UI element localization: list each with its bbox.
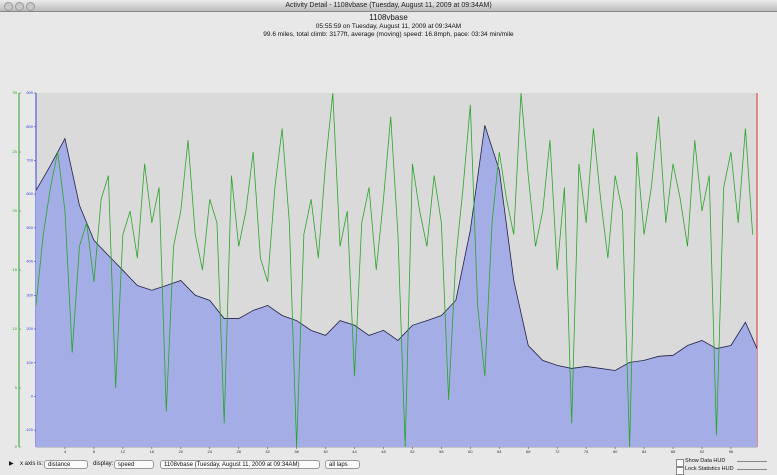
y-tick-label: 900 <box>26 90 33 95</box>
x-tick-label: 56 <box>439 449 444 454</box>
y-tick-label: 200 <box>26 326 33 331</box>
area <box>36 125 757 447</box>
x-tick-label: 24 <box>208 449 213 454</box>
x-tick-label: 36 <box>294 449 299 454</box>
x-tick-label: 60 <box>468 449 473 454</box>
x-tick-label: 80 <box>613 449 618 454</box>
y2-tick-label: 30 <box>13 90 18 95</box>
activity-select[interactable]: 1108vbase (Tuesday, August 11, 2009 at 0… <box>160 460 320 469</box>
activity-name: 1108vbase <box>369 13 408 22</box>
y-tick-label: 600 <box>26 191 33 196</box>
x-tick-label: 32 <box>265 449 270 454</box>
window-title: Activity Detail - 1108vbase (Tuesday, Au… <box>285 2 492 9</box>
x-tick-label: 84 <box>642 449 647 454</box>
play-icon[interactable]: ▶ <box>9 461 14 467</box>
y-tick-label: 500 <box>26 225 33 230</box>
x-tick-label: 76 <box>584 449 589 454</box>
y-tick-label: 700 <box>26 157 33 162</box>
lock-stats-hud-label: Lock Statistics HUD <box>685 466 734 472</box>
laps-select[interactable]: all laps <box>325 460 360 469</box>
title-bar: Activity Detail - 1108vbase (Tuesday, Au… <box>0 0 777 12</box>
close-button[interactable] <box>4 2 13 11</box>
show-data-hud-label: Show Data HUD <box>685 458 726 464</box>
show-data-hud-checkbox[interactable] <box>676 459 684 467</box>
x-tick-label: 88 <box>671 449 676 454</box>
y-tick-label: 800 <box>26 124 33 129</box>
y-tick-label: 100 <box>26 360 33 365</box>
x-tick-label: 4 <box>64 449 67 454</box>
zoom-slider[interactable] <box>737 461 767 462</box>
y-tick-label: -100 <box>25 427 34 432</box>
y-tick-label: 300 <box>26 292 33 297</box>
x-tick-label: 92 <box>700 449 705 454</box>
x-tick-label: 28 <box>236 449 241 454</box>
x-tick-label: 20 <box>179 449 184 454</box>
x-axis-select[interactable]: distance <box>44 460 88 469</box>
y2-tick-label: 15 <box>13 267 18 272</box>
activity-summary: 99.6 miles, total climb: 3177ft, average… <box>263 31 514 38</box>
x-axis-label: x axis is: <box>20 461 44 467</box>
y2-tick-label: 20 <box>13 208 18 213</box>
minimize-button[interactable] <box>15 2 24 11</box>
chart: -100 0 100 200 300 400 500 600 700 800 900 0 5 10 15 20… <box>13 90 758 454</box>
scale-slider[interactable] <box>737 469 767 470</box>
toolbar: ▶ x axis is: distance display: speed 110… <box>0 457 777 475</box>
y-tick-label: 0 <box>31 393 34 398</box>
y2-tick-label: 25 <box>13 149 18 154</box>
y-tick-label: 400 <box>26 259 33 264</box>
x-tick-label: 52 <box>410 449 415 454</box>
area-outline <box>35 125 758 371</box>
y2-tick-label: 5 <box>15 385 18 390</box>
x-tick-label: 40 <box>323 449 328 454</box>
y2-tick-label: 10 <box>13 326 18 331</box>
display-select[interactable]: speed <box>114 460 154 469</box>
x-tick-label: 44 <box>352 449 357 454</box>
x-tick-label: 96 <box>729 449 734 454</box>
line <box>35 92 754 448</box>
x-tick-label: 12 <box>121 449 126 454</box>
display-label: display: <box>93 461 114 467</box>
x-tick-label: 8 <box>93 449 96 454</box>
activity-time: 05:55:59 on Tuesday, August 11, 2009 at … <box>315 23 462 30</box>
x-tick-label: 48 <box>381 449 386 454</box>
x-tick-label: 72 <box>555 449 560 454</box>
x-tick-label: 64 <box>497 449 502 454</box>
y2-tick-label: 0 <box>15 444 18 449</box>
x-tick-label: 68 <box>526 449 531 454</box>
x-tick-label: 16 <box>150 449 155 454</box>
zoom-button[interactable] <box>26 2 35 11</box>
